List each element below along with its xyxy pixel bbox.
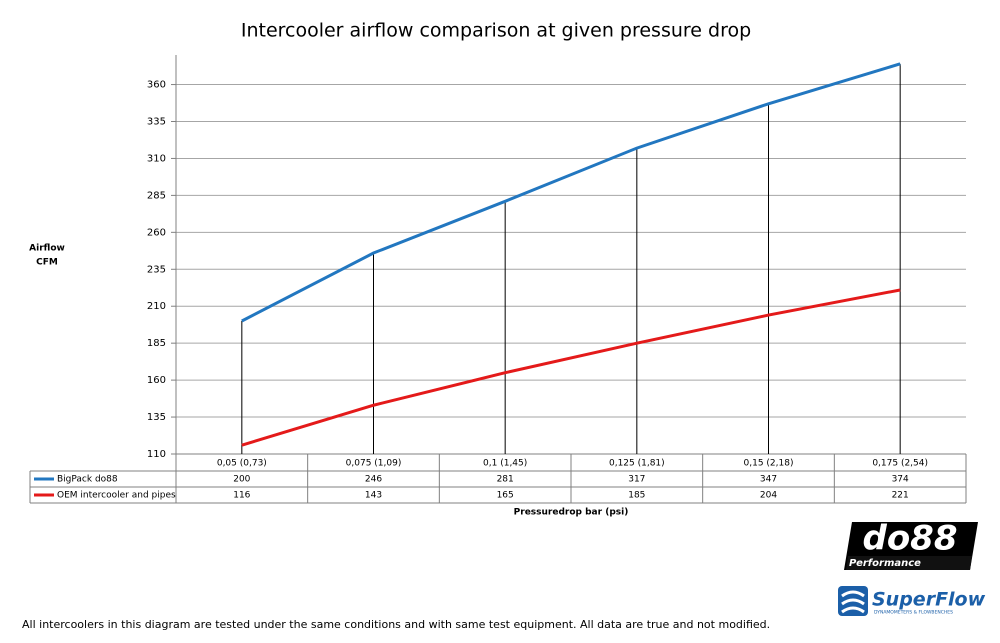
y-tick-label: 260 [147, 227, 166, 238]
superflow-logo: SuperFlow DYNAMOMETERS & FLOWBENCHES [838, 586, 986, 616]
table-value: 165 [497, 491, 514, 501]
table-value: 347 [760, 475, 777, 485]
logo-icon-waves [841, 590, 865, 614]
table-value: 317 [628, 475, 645, 485]
table-value: 185 [628, 491, 645, 501]
do88-logo: do88 Performance [844, 519, 978, 570]
y-tick-label: 135 [147, 412, 166, 423]
y-tick-label: 310 [147, 153, 166, 164]
chart-title: Intercooler airflow comparison at given … [241, 20, 751, 42]
logo-text: do88 [862, 519, 957, 559]
y-tick-label: 360 [147, 80, 166, 91]
x-tick-label: 0,125 (1,81) [609, 459, 665, 469]
x-axis-label: Pressuredrop bar (psi) [514, 508, 629, 518]
x-tick-label: 0,05 (0,73) [217, 459, 267, 469]
table-value: 374 [892, 475, 909, 485]
table-value: 204 [760, 491, 777, 501]
table-value: 246 [365, 475, 382, 485]
series-line [241, 288, 901, 447]
x-tick-label: 0,15 (2,18) [744, 459, 794, 469]
table-value: 116 [233, 491, 250, 501]
y-tick-label: 110 [147, 449, 166, 460]
y-tick-label: 210 [147, 301, 166, 312]
y-tick-label: 185 [147, 338, 166, 349]
x-tick-label: 0,075 (1,09) [346, 459, 402, 469]
y-axis-label: CFM [36, 258, 58, 268]
x-tick-label: 0,1 (1,45) [483, 459, 527, 469]
logo-text: SuperFlow [872, 589, 986, 611]
y-tick-label: 285 [147, 190, 166, 201]
y-tick-label: 335 [147, 117, 166, 128]
series-line [241, 62, 901, 323]
logo-subtext: DYNAMOMETERS & FLOWBENCHES [874, 610, 953, 616]
table-value: 200 [233, 475, 250, 485]
x-tick-label: 0,175 (2,54) [872, 459, 928, 469]
table-value: 143 [365, 491, 382, 501]
y-tick-label: 235 [147, 264, 166, 275]
logo-subtext: Performance [849, 558, 921, 569]
y-tick-label: 160 [147, 375, 166, 386]
legend-label: OEM intercooler and pipes [57, 491, 176, 501]
footnote: All intercoolers in this diagram are tes… [22, 618, 770, 631]
legend-label: BigPack do88 [57, 475, 118, 485]
y-axis-label: Airflow [29, 244, 65, 254]
table-value: 281 [497, 475, 514, 485]
logo-strip [846, 556, 972, 570]
table-value: 221 [892, 491, 909, 501]
